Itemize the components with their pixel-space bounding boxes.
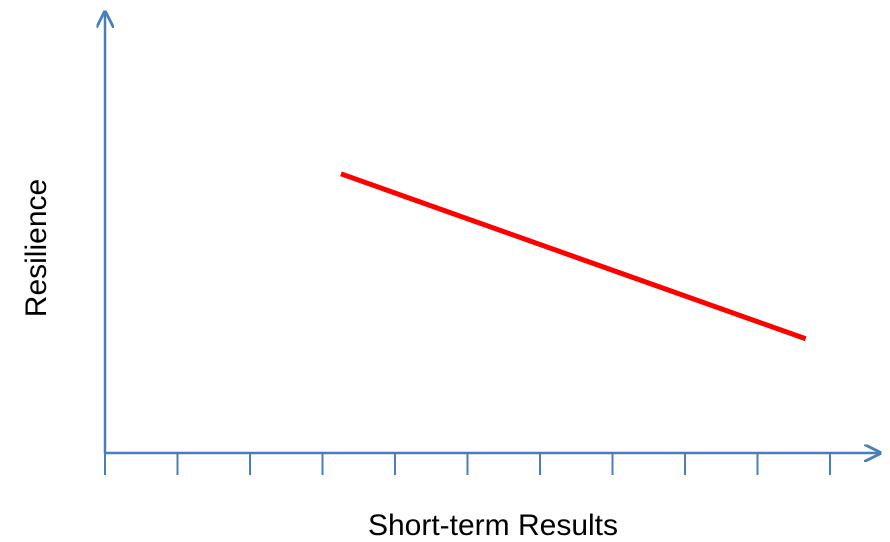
x-axis-ticks [104, 453, 831, 475]
y-axis-label: Resilience [20, 179, 53, 317]
series-layer [340, 171, 807, 342]
x-axis-label: Short-term Results [368, 509, 618, 542]
series-line-0 [340, 171, 807, 342]
axes [105, 14, 878, 475]
